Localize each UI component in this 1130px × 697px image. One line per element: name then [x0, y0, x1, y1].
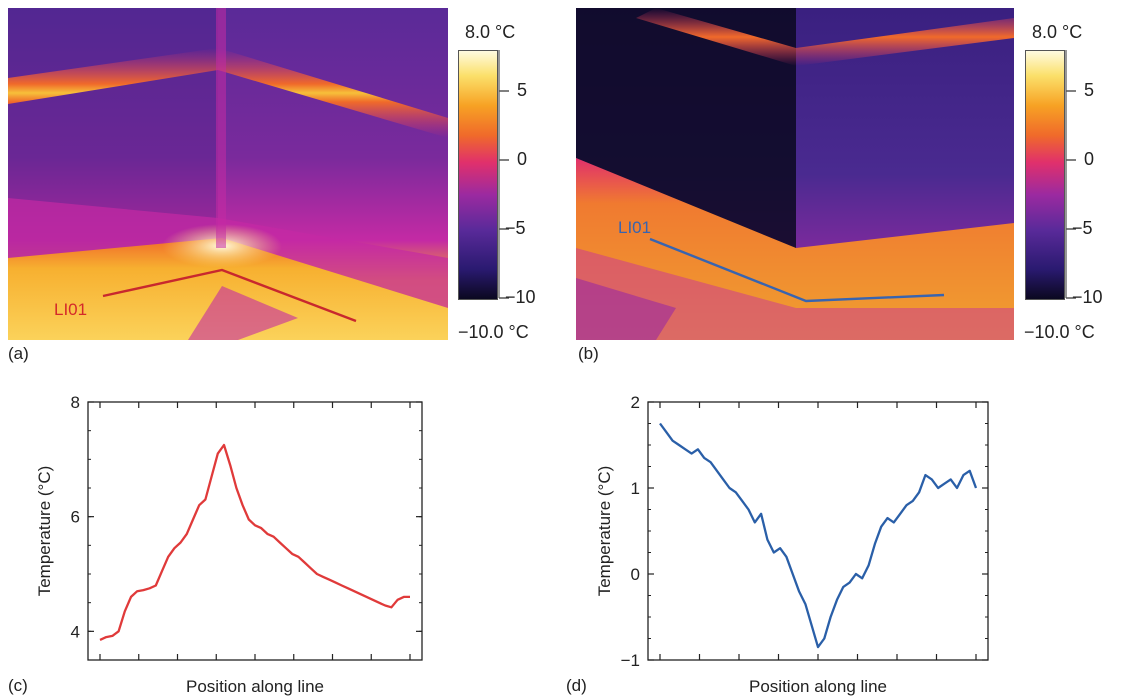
chart-d-xlabel: Position along line — [749, 677, 887, 696]
chart-c-ytick-label: 4 — [71, 622, 80, 641]
line-label-b: LI01 — [618, 218, 652, 237]
colorbar-b-tick-5: 5 — [1084, 80, 1095, 100]
colorbar-b: 8.0 °C 5 0 −5 −10 — [1022, 22, 1130, 342]
chart-d-ytick-label: 0 — [631, 565, 640, 584]
chart-d-ytick-label: 2 — [631, 393, 640, 412]
colorbar-a-tick-0: 0 — [517, 149, 528, 169]
thermal-image-a-svg — [8, 8, 448, 340]
chart-c-series-line — [99, 443, 410, 641]
colorbar-b-min-label: −10.0 °C — [1024, 322, 1095, 342]
chart-d-plot-frame — [647, 401, 989, 661]
colorbar-b-gradient — [1025, 50, 1065, 300]
chart-d-ytick-label: 1 — [631, 479, 640, 498]
colorbar-b-max-label: 8.0 °C — [1032, 22, 1083, 42]
panel-label-c: (c) — [8, 676, 28, 695]
panel-label-d: (d) — [566, 676, 587, 695]
panel-label-a: (a) — [8, 344, 29, 363]
panel-label-b: (b) — [578, 344, 599, 363]
chart-c-ytick-label: 6 — [71, 508, 80, 527]
colorbar-b-ticks — [1065, 50, 1076, 299]
thermal-image-b: LI01 — [576, 8, 1014, 340]
thermal-image-a: LI01 — [8, 8, 448, 340]
chart-d-ytick-label: −1 — [621, 651, 640, 670]
line-label-a: LI01 — [54, 300, 88, 319]
chart-c: 4 6 8 Position along line Temperature (°C) — [35, 393, 423, 696]
colorbar-b-tick-minus5: −5 — [1072, 218, 1093, 238]
profile-line-a — [102, 268, 357, 323]
chart-c-plot-frame — [87, 401, 423, 661]
colorbar-a-gradient — [458, 50, 498, 300]
colorbar-a-tick-minus10: −10 — [505, 287, 536, 307]
colorbar-a-tick-minus5: −5 — [505, 218, 526, 238]
chart-d-series-line — [659, 422, 978, 649]
colorbar-b-tick-0: 0 — [1084, 149, 1095, 169]
chart-c-ylabel: Temperature (°C) — [35, 466, 54, 597]
profile-line-b — [649, 237, 945, 303]
chart-c-ytick-label: 8 — [71, 393, 80, 412]
colorbar-a-tick-5: 5 — [517, 80, 528, 100]
chart-c-xlabel: Position along line — [186, 677, 324, 696]
colorbar-a-max-label: 8.0 °C — [465, 22, 516, 42]
chart-d-ylabel: Temperature (°C) — [595, 466, 614, 597]
thermal-image-b-svg — [576, 8, 1014, 340]
colorbar-b-tick-minus10: −10 — [1072, 287, 1103, 307]
colorbar-a-min-label: −10.0 °C — [458, 322, 529, 342]
chart-d: −1 0 1 2 Position along line Temperature (°C) — [595, 393, 989, 696]
colorbar-a: 8.0 °C 5 0 −5 −10 — [455, 22, 565, 342]
colorbar-a-ticks — [498, 50, 509, 299]
